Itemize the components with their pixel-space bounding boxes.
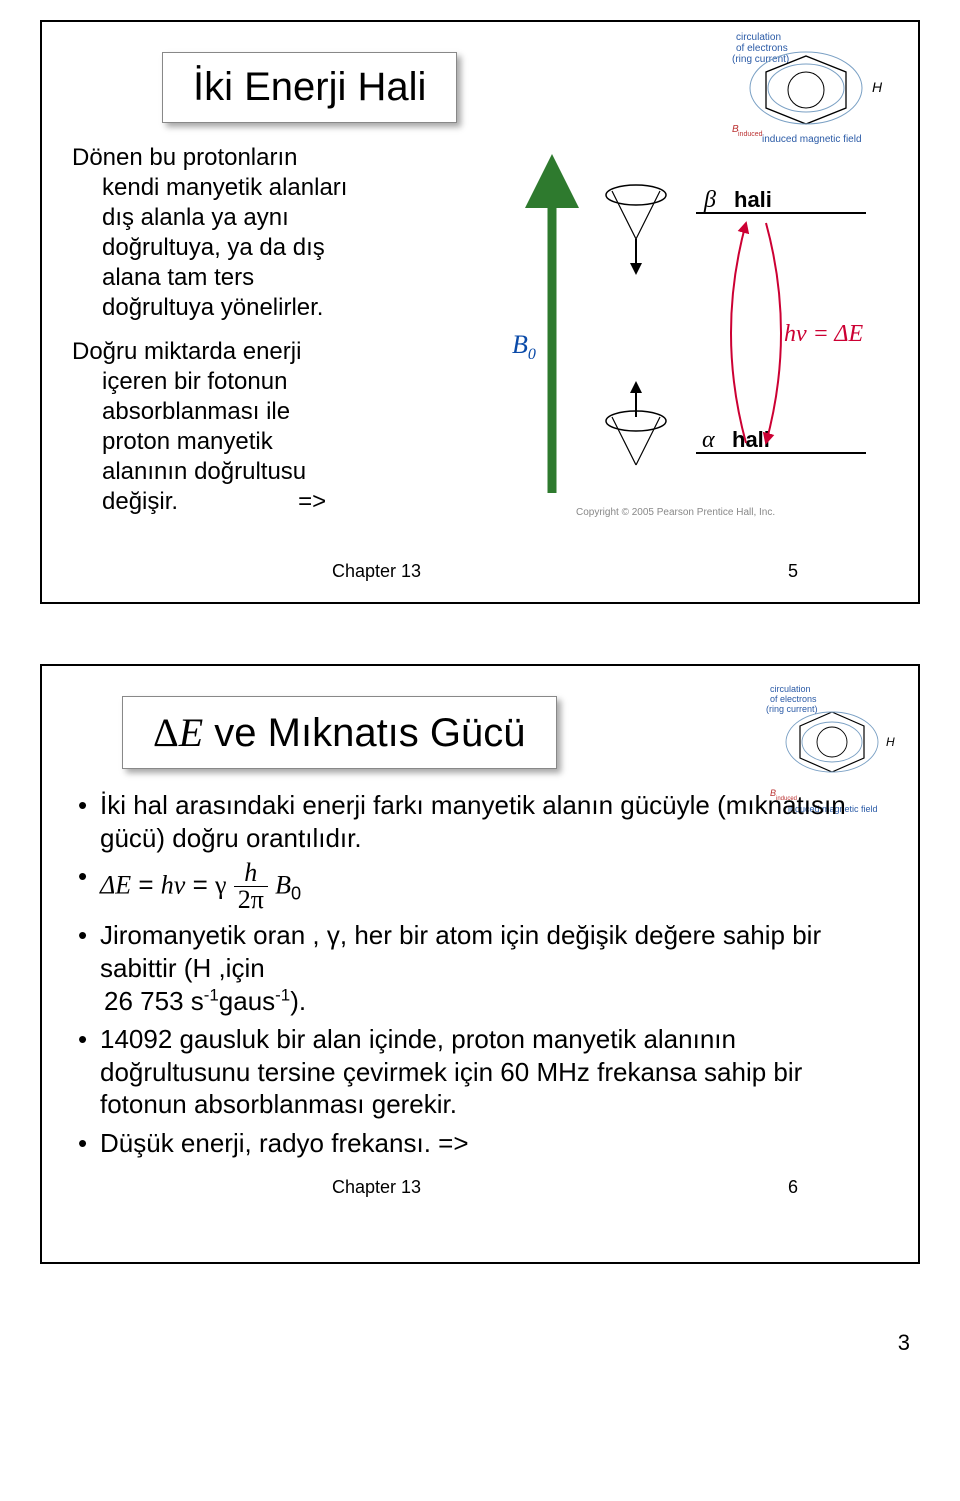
page: circulation of electrons (ring current) … <box>0 0 960 1386</box>
slide-1-body: Dönen bu protonların kendi manyetik alan… <box>72 143 888 543</box>
top-caption-2: of electrons <box>736 43 788 54</box>
bullet-2-formula: ΔE = hν = γ h 2π B0 <box>76 860 888 913</box>
slide-2-bullets: İki hal arasındaki enerji farkı manyetik… <box>72 789 888 1159</box>
benzene-icon: circulation of electrons (ring current) … <box>696 28 906 148</box>
footer-page-1: 5 <box>788 561 798 582</box>
top-caption-1: circulation <box>736 32 781 43</box>
h-label: H <box>872 79 883 95</box>
footer-chapter-1: Chapter 13 <box>332 561 421 582</box>
slide-1-text-column: Dönen bu protonların kendi manyetik alan… <box>72 143 496 531</box>
footer-chapter-2: Chapter 13 <box>332 1177 421 1198</box>
svg-text:circulation: circulation <box>770 684 811 694</box>
b0-label: B0 <box>512 330 536 363</box>
alpha-symbol: α <box>702 427 715 453</box>
hv-equation: hν = ΔE <box>784 321 864 347</box>
slide-1-title-box: İki Enerji Hali <box>162 52 457 123</box>
alpha-hali: hali <box>732 427 770 452</box>
fraction: h 2π <box>234 860 268 913</box>
beta-hali: hali <box>734 187 772 212</box>
slide-1-title: İki Enerji Hali <box>193 65 426 109</box>
bullet-5: Düşük enerji, radyo frekansı. => <box>76 1127 888 1160</box>
bullet-4: 14092 gausluk bir alan içinde, proton ma… <box>76 1023 888 1121</box>
bullet-1: İki hal arasındaki enerji farkı manyetik… <box>76 789 888 854</box>
page-number: 3 <box>40 1324 920 1356</box>
b-induced-sub: induced <box>738 131 763 138</box>
benzene-top-diagram: circulation of electrons (ring current) … <box>696 28 906 153</box>
svg-text:of electrons: of electrons <box>770 694 817 704</box>
svg-text:(ring current): (ring current) <box>766 704 818 714</box>
slide-1-para-1: Dönen bu protonların kendi manyetik alan… <box>72 143 496 323</box>
energy-level-diagram: B0 β hali α <box>506 143 888 543</box>
beta-symbol: β <box>703 187 716 213</box>
slide-1: circulation of electrons (ring current) … <box>40 20 920 604</box>
slide-1-footer: Chapter 13 5 <box>72 561 888 582</box>
slide-2-footer: Chapter 13 6 <box>72 1177 888 1198</box>
copyright-text: Copyright © 2005 Pearson Prentice Hall, … <box>576 507 775 518</box>
footer-page-2: 6 <box>788 1177 798 1198</box>
slide-2-title: ΔE ve Mıknatıs Gücü <box>153 711 526 755</box>
svg-text:H: H <box>886 735 895 749</box>
slide-2: circulation of electrons (ring current) … <box>40 664 920 1264</box>
slide-1-para-2: Doğru miktarda enerji içeren bir fotonun… <box>72 337 496 517</box>
energy-diagram-svg: B0 β hali α <box>506 143 886 543</box>
bullet-3: Jiromanyetik oran , γ, her bir atom için… <box>76 919 888 1017</box>
slide-2-title-box: ΔE ve Mıknatıs Gücü <box>122 696 557 769</box>
